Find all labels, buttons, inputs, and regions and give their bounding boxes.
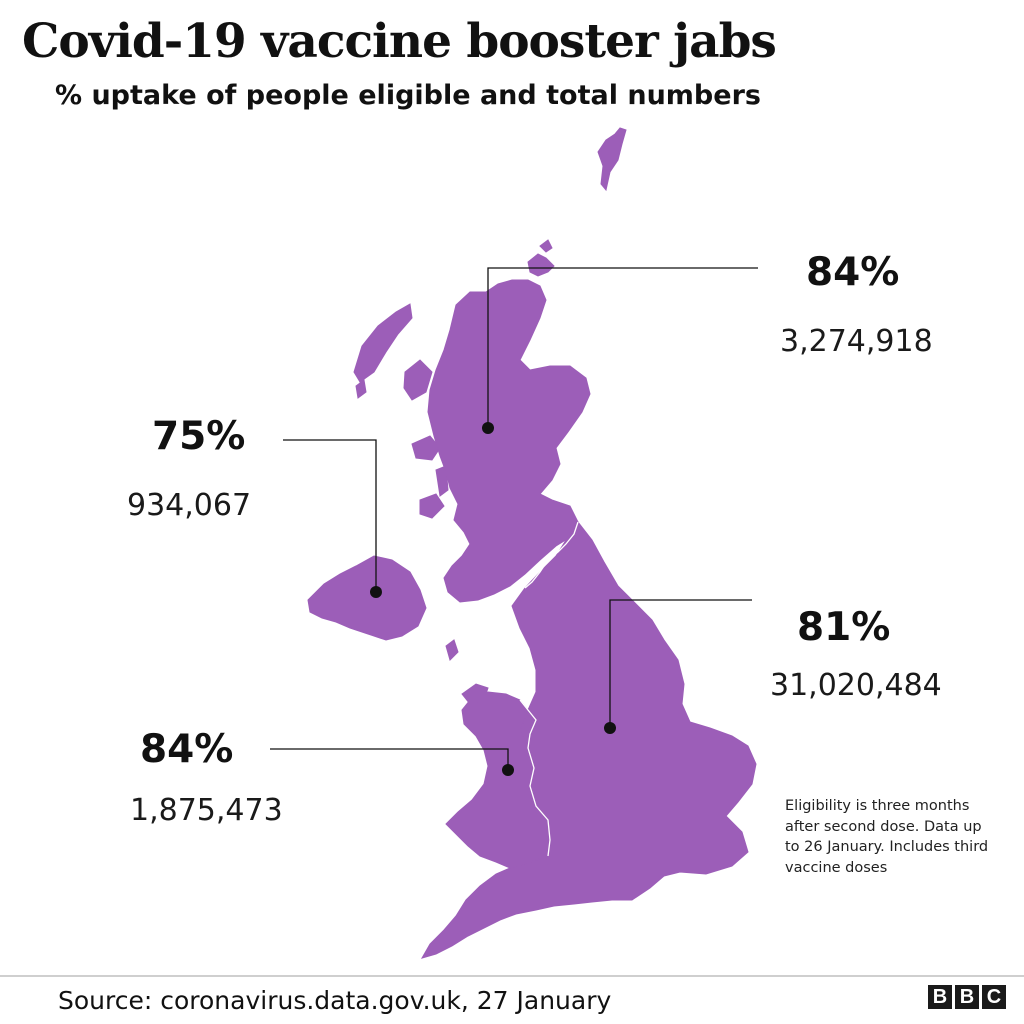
orkney-north <box>539 239 553 253</box>
callout-line-northern-ireland <box>283 439 377 592</box>
northern-ireland-total: 934,067 <box>127 488 252 523</box>
northern-ireland <box>307 555 427 641</box>
scotland-percent: 84% <box>806 250 900 295</box>
bbc-logo-block: B <box>955 985 979 1009</box>
callout-dot-wales <box>502 764 514 776</box>
scotland-england-border <box>524 521 579 589</box>
callout-line-scotland <box>487 267 758 428</box>
hebrides-south <box>355 379 367 399</box>
source-text: Source: coronavirus.data.gov.uk, 27 Janu… <box>58 986 612 1015</box>
wales-percent: 84% <box>140 727 234 772</box>
wales-england-border <box>519 699 551 857</box>
isle-of-man <box>445 639 459 661</box>
skye <box>403 359 433 401</box>
callout-line-england <box>609 599 752 728</box>
jura <box>435 465 449 497</box>
england-total: 31,020,484 <box>770 668 942 703</box>
bbc-logo-block: C <box>982 985 1006 1009</box>
scotland-total: 3,274,918 <box>780 324 933 359</box>
wales <box>445 691 551 869</box>
anglesey <box>461 683 489 705</box>
callout-dot-northern-ireland <box>370 586 382 598</box>
callout-line-wales <box>270 748 509 770</box>
callouts <box>270 267 758 770</box>
mull <box>411 435 441 461</box>
bbc-logo: B B C <box>928 985 1006 1009</box>
internal-borders <box>519 521 579 857</box>
footer-divider <box>0 975 1024 977</box>
eligibility-note: Eligibility is three months after second… <box>785 798 989 876</box>
bbc-logo-block: B <box>928 985 952 1009</box>
callout-dot-scotland <box>482 422 494 434</box>
shetland-islands <box>597 127 627 192</box>
chart-title: Covid-19 vaccine booster jabs <box>22 14 777 69</box>
map-landmass <box>307 127 757 959</box>
chart-subtitle: % uptake of people eligible and total nu… <box>55 80 761 111</box>
orkney-islands <box>527 253 555 277</box>
callout-dot-england <box>604 722 616 734</box>
northern-ireland-percent: 75% <box>152 414 246 459</box>
islay <box>419 493 445 519</box>
england-percent: 81% <box>797 605 891 650</box>
wales-total: 1,875,473 <box>130 793 283 828</box>
outer-hebrides <box>353 303 413 383</box>
callout-dots <box>370 422 616 776</box>
